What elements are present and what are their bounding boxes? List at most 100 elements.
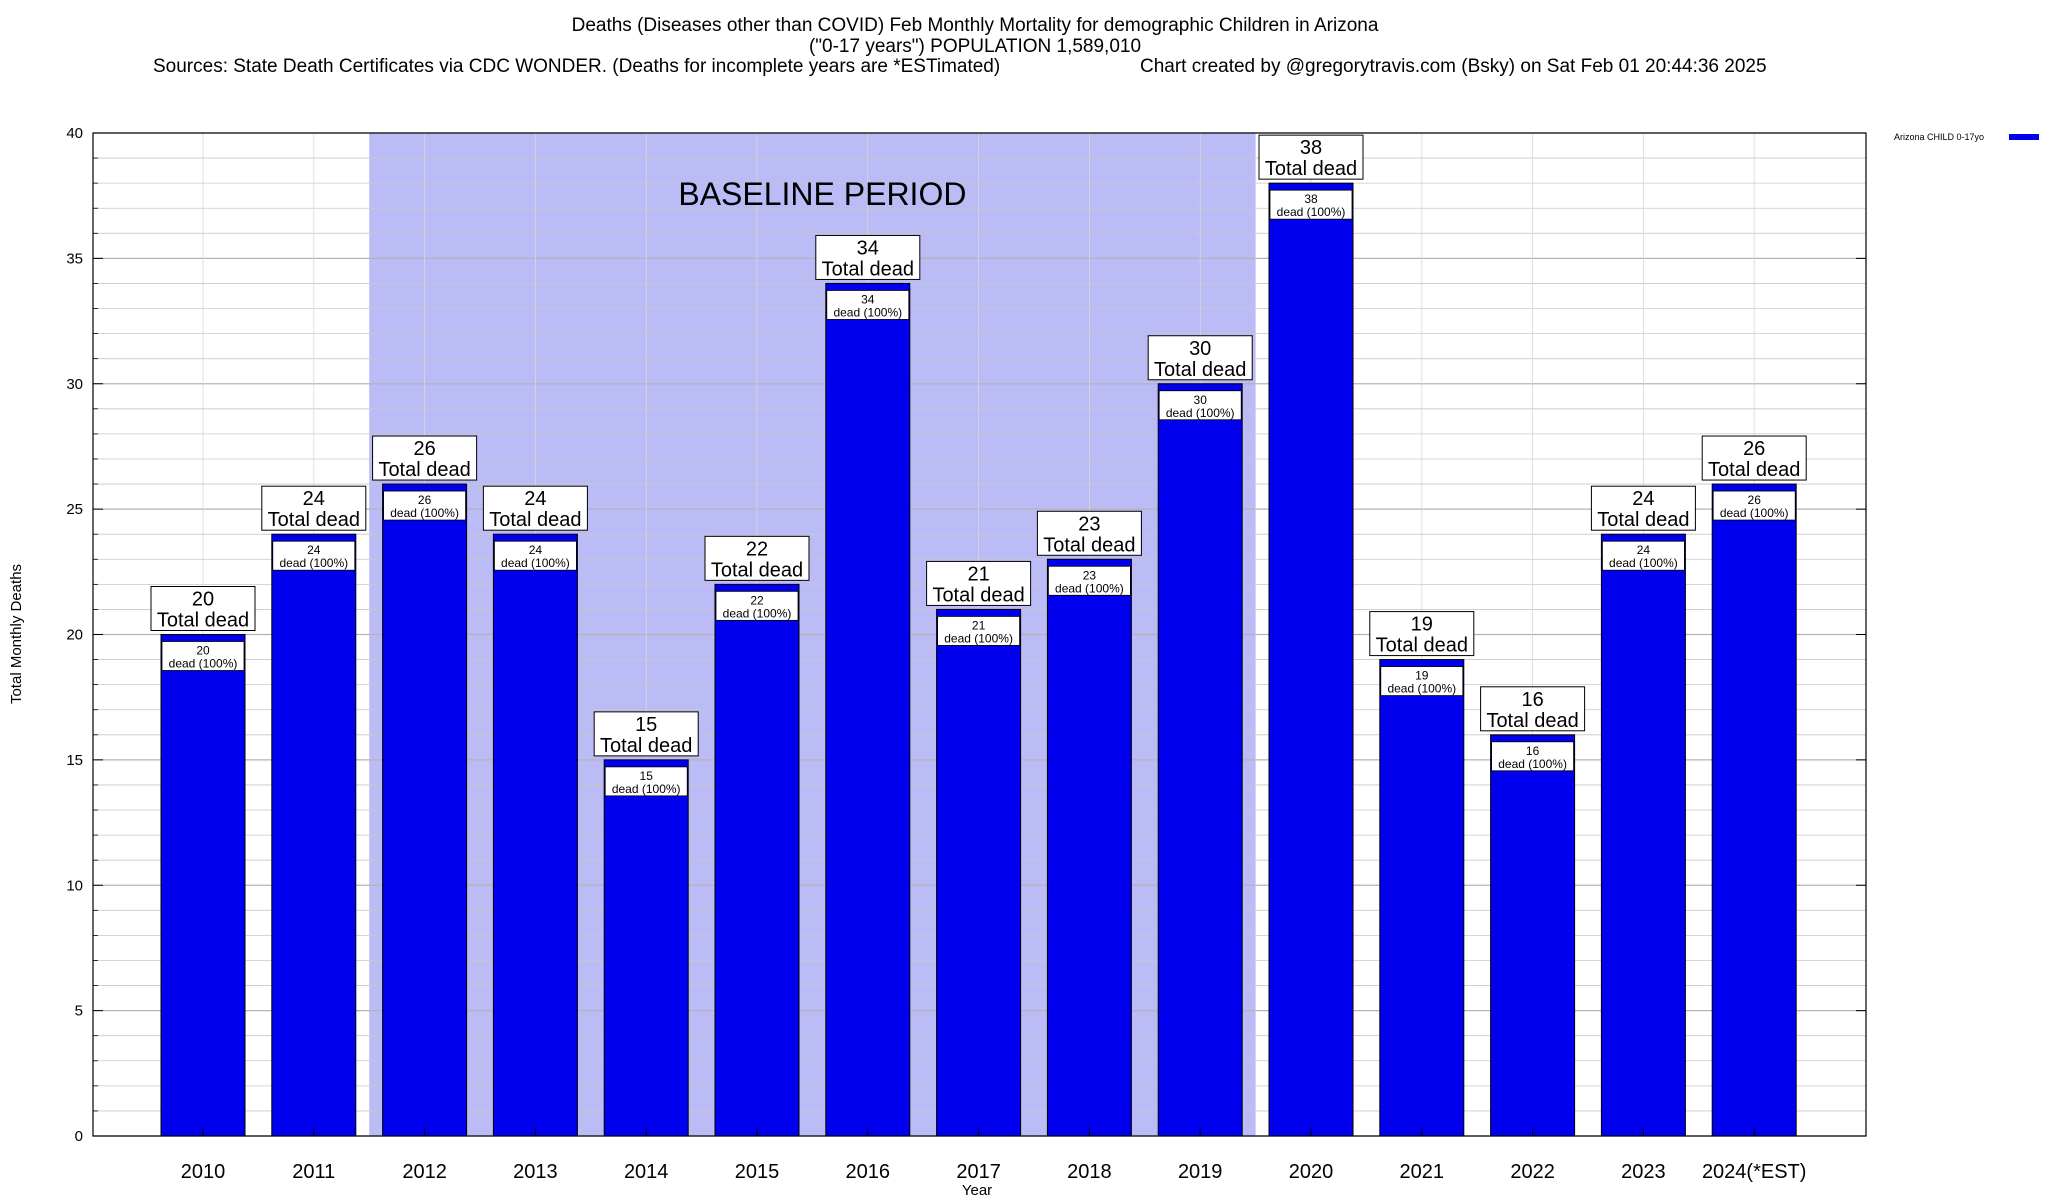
bar (160, 634, 246, 1137)
bar-inner-value: 20 (196, 644, 210, 658)
bar-inner-label: dead (100%) (612, 782, 681, 796)
x-tick-label: 2021 (1400, 1161, 1445, 1183)
bar-inner-label-box (493, 540, 577, 571)
x-tick-label: 2023 (1621, 1161, 1666, 1183)
bar-inner-value: 30 (1194, 393, 1208, 407)
bar-inner-label-box (1380, 666, 1464, 696)
y-axis-label: Total Monthly Deaths (8, 564, 25, 704)
bar-inner-value: 23 (1083, 568, 1097, 582)
x-tick-label: 2011 (292, 1161, 335, 1183)
x-tick-label: 2018 (1067, 1161, 1112, 1183)
bar-inner-label: dead (100%) (944, 631, 1013, 645)
bar (1711, 483, 1797, 1137)
bar-inner-label-box (937, 616, 1020, 646)
legend: Arizona CHILD 0-17yo (1894, 132, 2039, 142)
bar-top-value: 16 (1521, 689, 1543, 711)
bar-top-label-box (150, 586, 256, 631)
bar-top-value: 30 (1189, 338, 1211, 360)
bar-top-value: 24 (303, 488, 325, 510)
bar-top-label-box (372, 435, 478, 481)
y-tick-label: 5 (75, 1003, 83, 1020)
bar-top-label: Total dead (1597, 509, 1689, 531)
bar-top-label-box (482, 485, 588, 531)
bar-inner-label: dead (100%) (279, 556, 348, 570)
bar-top-value: 22 (746, 538, 768, 560)
bar-top-label: Total dead (1376, 635, 1468, 657)
bar-top-label-box (1369, 611, 1475, 657)
bar-top-value: 23 (1078, 513, 1100, 535)
y-tick-label: 10 (66, 877, 83, 894)
bar-top-value: 20 (192, 589, 214, 611)
bar-top-value: 19 (1411, 614, 1433, 636)
bar-top-label-box (261, 485, 367, 531)
bar-inner-label: dead (100%) (1720, 506, 1789, 520)
bar-inner-value: 19 (1415, 669, 1429, 683)
bar-inner-label: dead (100%) (1498, 757, 1567, 771)
bar (1379, 659, 1465, 1137)
bar-inner-label-box (715, 590, 799, 621)
bar-top-label: Total dead (268, 509, 360, 531)
bar-top-label-box (1590, 485, 1696, 531)
bar-top-label: Total dead (932, 584, 1024, 606)
x-tick-label: 2022 (1510, 1161, 1555, 1183)
bar-inner-label: dead (100%) (1387, 682, 1456, 696)
bar-inner-label: dead (100%) (1166, 406, 1235, 420)
bar-inner-label: dead (100%) (501, 556, 570, 570)
bar-inner-label-box (272, 540, 356, 571)
bar-top-value: 26 (413, 438, 435, 460)
bar (1600, 533, 1686, 1137)
bar-inner-label: dead (100%) (1277, 205, 1346, 219)
y-tick-label: 35 (66, 250, 83, 267)
bar-top-value: 15 (635, 714, 657, 736)
bar-inner-label-box (161, 641, 245, 671)
bar-inner-label-box (383, 490, 467, 521)
bar-inner-value: 24 (307, 543, 321, 557)
bar-top-value: 38 (1300, 137, 1322, 159)
bar-inner-value: 26 (418, 493, 432, 507)
x-tick-label: 2017 (956, 1161, 1001, 1183)
bar-top-label-box (593, 711, 699, 757)
y-tick-label: 30 (66, 376, 83, 393)
bar-inner-label: dead (100%) (1055, 581, 1124, 595)
bar-top-label: Total dead (157, 610, 249, 632)
bar (1268, 182, 1354, 1137)
bar (382, 483, 468, 1137)
bar-top-label-box (1258, 134, 1364, 180)
bar-top-label: Total dead (1486, 710, 1578, 732)
bar (492, 533, 578, 1137)
x-tick-label: 2024(*EST) (1702, 1161, 1807, 1183)
y-tick-label: 20 (66, 627, 83, 644)
chart-title: Deaths (Diseases other than COVID) Feb M… (572, 15, 1379, 36)
bar-inner-label-box (1048, 565, 1131, 596)
chart-subtitle: ("0-17 years") POPULATION 1,589,010 (809, 36, 1141, 57)
bar (1490, 734, 1576, 1137)
bar-inner-value: 24 (1637, 543, 1651, 557)
y-tick-label: 25 (66, 501, 83, 518)
bar-inner-label-box (1158, 390, 1242, 421)
bar-inner-label-box (1269, 189, 1353, 220)
bar-inner-label-box (826, 290, 910, 320)
bar-inner-label: dead (100%) (1609, 556, 1678, 570)
bar-inner-label: dead (100%) (723, 606, 792, 620)
bar-top-label: Total dead (711, 559, 803, 581)
x-tick-label: 2020 (1289, 1161, 1334, 1183)
bar-inner-value: 16 (1526, 744, 1540, 758)
bar (271, 533, 357, 1137)
bar-top-label-box (1036, 510, 1142, 556)
bar-top-label: Total dead (1043, 534, 1135, 556)
bar-inner-label: dead (100%) (390, 506, 459, 520)
bar-top-label: Total dead (822, 258, 914, 280)
bar-top-label-box (815, 234, 921, 280)
bar-top-value: 21 (967, 563, 989, 585)
bar-top-value: 34 (857, 237, 879, 259)
bar-top-label-box (1147, 335, 1253, 381)
bar-top-label: Total dead (1708, 459, 1800, 481)
legend-label: Arizona CHILD 0-17yo (1894, 132, 1984, 142)
y-tick-label: 40 (66, 125, 83, 142)
chart-source-note: Sources: State Death Certificates via CD… (153, 56, 1000, 77)
bar-top-label: Total dead (1154, 359, 1246, 381)
bar-top-value: 24 (1632, 488, 1654, 510)
bar-inner-value: 34 (861, 292, 875, 306)
